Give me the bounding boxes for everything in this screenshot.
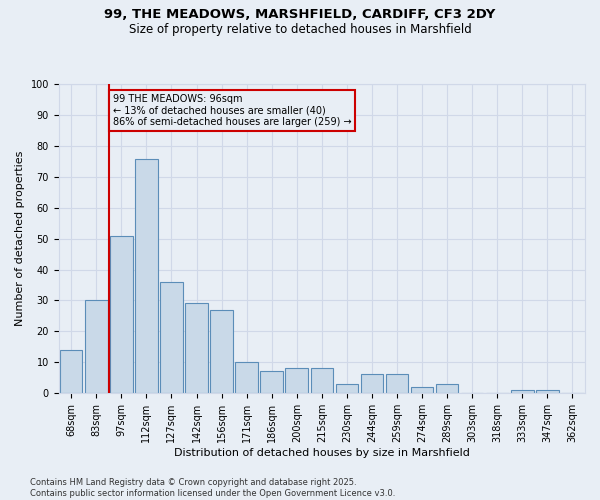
Bar [260,372,283,393]
Bar [536,390,559,393]
Bar [311,368,333,393]
Bar [60,350,82,393]
Bar [210,310,233,393]
Bar [386,374,408,393]
Bar [85,300,107,393]
X-axis label: Distribution of detached houses by size in Marshfield: Distribution of detached houses by size … [174,448,470,458]
Bar [286,368,308,393]
Text: Size of property relative to detached houses in Marshfield: Size of property relative to detached ho… [128,22,472,36]
Bar [185,304,208,393]
Bar [436,384,458,393]
Bar [160,282,183,393]
Bar [411,386,433,393]
Bar [335,384,358,393]
Text: Contains HM Land Registry data © Crown copyright and database right 2025.
Contai: Contains HM Land Registry data © Crown c… [30,478,395,498]
Y-axis label: Number of detached properties: Number of detached properties [15,151,25,326]
Bar [235,362,258,393]
Bar [110,236,133,393]
Text: 99, THE MEADOWS, MARSHFIELD, CARDIFF, CF3 2DY: 99, THE MEADOWS, MARSHFIELD, CARDIFF, CF… [104,8,496,20]
Bar [361,374,383,393]
Text: 99 THE MEADOWS: 96sqm
← 13% of detached houses are smaller (40)
86% of semi-deta: 99 THE MEADOWS: 96sqm ← 13% of detached … [113,94,351,127]
Bar [511,390,533,393]
Bar [135,158,158,393]
